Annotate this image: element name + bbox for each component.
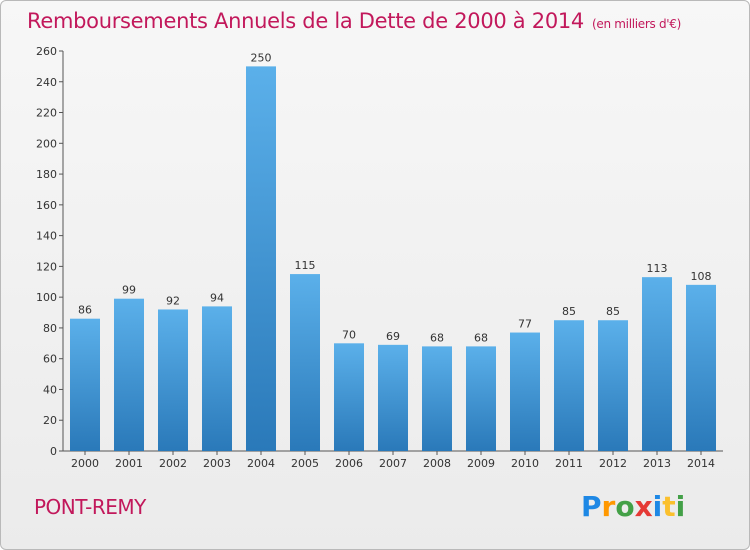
value-label-2013: 113 — [647, 262, 668, 275]
axes: 0 20 40 60 80 100 120 140 160 180 200 220 240 260 2000… — [36, 45, 723, 470]
value-label-2008: 68 — [430, 331, 444, 344]
x-tick-label-2000: 2000 — [71, 457, 99, 470]
y-tick-label: 220 — [36, 107, 57, 120]
value-label-2001: 99 — [122, 284, 136, 297]
x-tick-label-2004: 2004 — [247, 457, 275, 470]
y-tick-label: 40 — [43, 383, 57, 396]
bar-2001 — [114, 298, 144, 451]
bar-2000 — [70, 318, 100, 451]
y-tick-label: 160 — [36, 199, 57, 212]
x-tick-label-2011: 2011 — [555, 457, 583, 470]
brand-letter: P — [581, 490, 602, 523]
bar-2009 — [466, 346, 496, 451]
title-unit: (en milliers d'€) — [592, 17, 682, 31]
y-tick-label: 120 — [36, 260, 57, 273]
x-tick-label-2003: 2003 — [203, 457, 231, 470]
brand-letter: r — [601, 490, 616, 523]
value-label-2002: 92 — [166, 294, 180, 307]
x-tick-label-2002: 2002 — [159, 457, 187, 470]
bar-2014 — [686, 284, 716, 451]
bar-2003 — [202, 306, 232, 451]
bar-2011 — [554, 320, 584, 451]
brand-letter: x — [634, 490, 653, 523]
value-label-2005: 115 — [295, 259, 316, 272]
y-tick-label: 80 — [43, 322, 57, 335]
bar-2010 — [510, 332, 540, 451]
title-text: Remboursements Annuels de la Dette de 20… — [27, 9, 584, 33]
brand-letter: i — [675, 490, 686, 523]
value-label-2014: 108 — [691, 270, 712, 283]
value-label-2007: 69 — [386, 330, 400, 343]
x-tick-label-2009: 2009 — [467, 457, 495, 470]
bar-2013 — [642, 277, 672, 451]
value-label-2012: 85 — [606, 305, 620, 318]
y-tick-label: 240 — [36, 76, 57, 89]
x-tick-label-2012: 2012 — [599, 457, 627, 470]
bar-2005 — [290, 274, 320, 451]
y-tick-label: 0 — [50, 445, 57, 458]
proxiti-logo: Proxiti — [581, 490, 685, 523]
y-tick-label: 140 — [36, 230, 57, 243]
bar-2008 — [422, 346, 452, 451]
bars — [70, 66, 716, 451]
x-tick-label-2007: 2007 — [379, 457, 407, 470]
value-label-2010: 77 — [518, 318, 532, 331]
value-label-2003: 94 — [210, 291, 224, 304]
y-tick-label: 200 — [36, 137, 57, 150]
bar-2002 — [158, 309, 188, 451]
value-label-2000: 86 — [78, 304, 92, 317]
y-tick-label: 20 — [43, 414, 57, 427]
commune-name: PONT-REMY — [34, 495, 146, 519]
value-label-2009: 68 — [474, 331, 488, 344]
y-tick-label: 60 — [43, 353, 57, 366]
x-tick-label-2006: 2006 — [335, 457, 363, 470]
bar-2006 — [334, 343, 364, 451]
y-tick-label: 100 — [36, 291, 57, 304]
value-label-2004: 250 — [251, 51, 272, 64]
value-labels: 86 99 92 94 250 115 70 69 68 68 77 85 85 113 108 — [78, 51, 712, 344]
x-tick-label-2001: 2001 — [115, 457, 143, 470]
x-tick-label-2005: 2005 — [291, 457, 319, 470]
bar-2012 — [598, 320, 628, 451]
x-tick-label-2010: 2010 — [511, 457, 539, 470]
value-label-2006: 70 — [342, 328, 356, 341]
bar-2007 — [378, 344, 408, 451]
x-tick-label-2008: 2008 — [423, 457, 451, 470]
x-tick-label-2014: 2014 — [687, 457, 715, 470]
x-tick-label-2013: 2013 — [643, 457, 671, 470]
brand-letter: i — [652, 490, 663, 523]
y-tick-label: 260 — [36, 45, 57, 58]
y-tick-label: 180 — [36, 168, 57, 181]
value-label-2011: 85 — [562, 305, 576, 318]
brand-letter: o — [615, 490, 635, 523]
brand-letter: t — [662, 490, 676, 523]
bar-2004 — [246, 66, 276, 451]
chart-title: Remboursements Annuels de la Dette de 20… — [27, 9, 681, 33]
